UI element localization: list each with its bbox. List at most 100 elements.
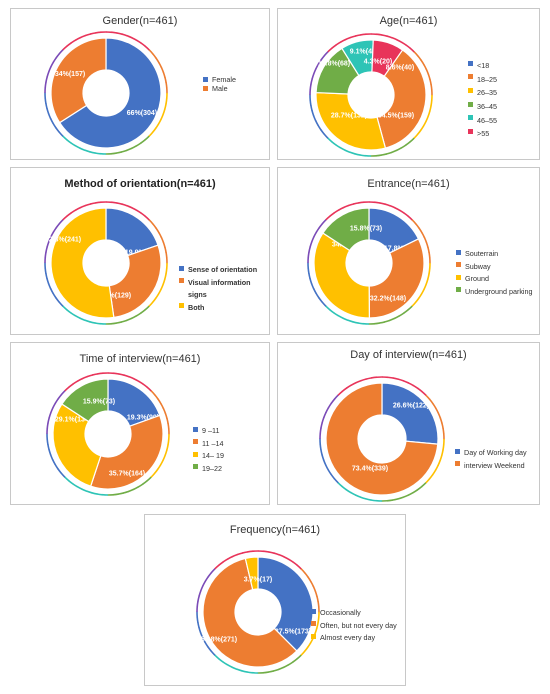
legend-swatch [179,303,184,309]
outer-ring [44,31,168,155]
legend-label: Almost every day [320,633,376,643]
panel-frequency: Frequency(n=461) 37.5%(173) 58.8%(271) 3.7… [144,514,406,686]
legend-item: 18–25 [468,73,497,87]
legend-label: 19–22 [202,463,222,473]
chart-title: Age(n=461) [379,15,438,27]
legend-label: 11 –14 [202,438,224,448]
legend-item: 11 –14 [193,438,224,451]
data-label: 52.3%(241) [45,237,81,244]
legend-label: Ground [465,274,489,284]
legend-item: Visual information signs [179,277,269,302]
legend-item: Subway [456,261,536,274]
legend-time: 9 –11 11 –14 14– 19 19–22 [193,425,224,475]
legend-swatch [468,60,473,66]
legend-item: 46–55 [468,114,497,128]
legend-item: 9 –11 [193,425,224,438]
data-label: 4.3%(20) [364,59,392,66]
donut-hole [348,72,394,118]
donut-hole [85,411,131,457]
legend-label: Visual information signs [188,277,251,300]
chart-title: Day of interview(n=461) [350,349,467,361]
legend-swatch [456,274,461,280]
legend-item: >55 [468,127,497,141]
data-label: 27.8%(129) [95,293,131,300]
data-label: 28.7%(132) [331,113,367,120]
legend-label: 18–25 [477,74,497,84]
legend-swatch [456,287,461,293]
legend-swatch [193,426,198,432]
panel-day: Day of interview(n=461) 26.6%(122) 73.4%(… [277,342,540,505]
data-label: 14.8%(68) [318,61,350,68]
legend-label: <18 [477,61,490,70]
legend-swatch [468,128,473,134]
legend-swatch [455,448,460,454]
data-label: 19.3%(90) [127,415,159,422]
donut-time: 19.3%(90) 35.7%(164) 29.1%(134) 15.9%(73) [46,372,170,496]
legend-swatch [311,633,316,639]
legend-label: 36–45 [477,102,497,112]
legend-item: 19–22 [193,463,224,476]
legend-label: 9 –11 [202,426,220,435]
legend-label: Female [212,75,236,84]
legend-swatch [203,85,208,91]
legend-item: 26–35 [468,86,497,100]
donut-age: 34.5%(159) 28.7%(132) 14.8%(68)9.1%(42) 8.6… [309,33,433,157]
data-label: 37.5%(173) [275,629,311,636]
chart-title: Gender(n=461) [102,15,178,27]
legend-label: 46–55 [477,115,497,125]
legend-gender: Female Male [203,75,236,93]
legend-swatch [179,265,184,271]
data-label: 26.6%(122) [393,403,429,410]
legend-swatch [468,87,473,93]
data-label: 29.1%(134) [55,417,91,424]
donut-hole [235,589,281,635]
legend-swatch [203,76,208,82]
legend-item: interview Weekend [455,460,527,473]
legend-label: Subway [465,261,491,271]
legend-item: Day of Working day [455,447,527,460]
chart-title: Method of orientation(n=461) [64,178,216,190]
legend-swatch [455,461,460,467]
chart-title: Entrance(n=461) [367,178,450,190]
chart-title: Frequency(n=461) [229,524,321,536]
legend-item: Sense of orientation [179,264,269,277]
data-label: 34%(157) [55,71,85,78]
legend-label: Both [188,302,205,312]
legend-item: 14– 19 [193,450,224,463]
donut-orientation: 19.9%(91)27.8%(129)52.3%(241) [44,201,168,325]
donut-gender: 66%(304) 34%(157) [44,31,168,155]
legend-label: 14– 19 [202,451,224,461]
chart-title: Time of interview(n=461) [79,353,201,365]
legend-label: Sense of orientation [188,265,258,274]
data-label: 8.6%(40) [386,65,414,72]
legend-item: <18 [468,59,497,73]
legend-swatch [193,464,198,470]
legend-item: Female [203,75,236,84]
legend-swatch [468,101,473,107]
legend-label: interview Weekend [464,460,525,470]
legend-swatch [456,249,461,255]
legend-item: 36–45 [468,100,497,114]
panel-orientation: Method of orientation(n=461) 19.9%(91)27… [10,167,270,335]
legend-item: Almost every day [311,632,397,645]
donut-hole [358,415,406,463]
donut-hole [346,240,392,286]
legend-label: 26–35 [477,88,497,98]
legend-frequency: Occasionally Often, but not every day Almo… [311,607,397,645]
data-label: 3.7%(17) [244,577,272,584]
legend-label: >55 [477,129,490,139]
data-label: 66%(304) [127,110,157,117]
donut-entrance: 17.8%(82)32.2%(148)34.2%(158)15.8%(73) [307,201,431,325]
legend-item: Underground parking [456,286,536,299]
donut-frequency: 37.5%(173) 58.8%(271) 3.7%(17) [196,550,320,674]
data-label: 34.5%(159) [378,113,414,120]
outer-ring [44,201,168,325]
donut-hole [83,70,129,116]
panel-entrance: Entrance(n=461) 17.8%(82)32.2%(148)34.2%… [277,167,540,335]
donut-hole [83,240,129,286]
panel-gender: Gender(n=461) 66%(304) 34%(157) Female Mal… [10,8,270,160]
legend-age: <18 18–25 26–35 36–45 46–55 >55 [468,59,497,141]
data-label: 15.8%(73) [350,226,382,233]
outer-ring [319,376,445,502]
legend-item: Male [203,84,236,93]
